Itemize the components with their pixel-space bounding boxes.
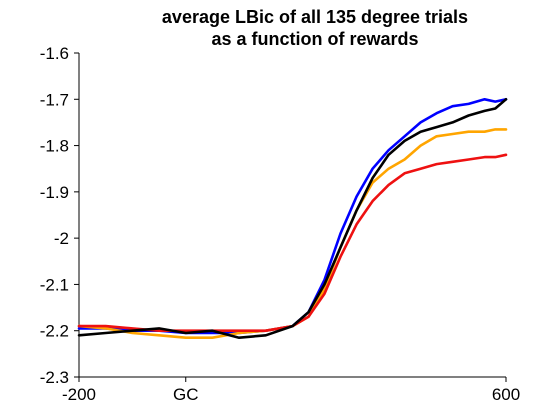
x-tick-label: -200 — [62, 385, 96, 404]
chart-title: average LBic of all 135 degree trials as… — [90, 6, 540, 50]
x-tick-label: GC — [173, 385, 199, 404]
y-tick-label: -1.9 — [40, 183, 69, 202]
chart-title-line-1: average LBic of all 135 degree trials — [161, 7, 469, 27]
y-tick-label: -2.3 — [40, 368, 69, 387]
y-tick-labels: -1.6 -1.7 -1.8 -1.9 -2 -2.1 -2.2 -2.3 — [40, 44, 69, 387]
series-line-3 — [77, 153, 508, 333]
y-tick-label: -1.8 — [40, 137, 69, 156]
y-tick-label: -2 — [54, 229, 69, 248]
series-line-2 — [77, 128, 508, 340]
chart-title-line-2: as a function of rewards — [211, 29, 419, 49]
axes — [74, 52, 507, 382]
x-tick-labels: -200 GC 600 — [62, 385, 520, 404]
y-tick-label: -2.2 — [40, 322, 69, 341]
y-tick-label: -2.1 — [40, 275, 69, 294]
y-tick-label: -1.7 — [40, 90, 69, 109]
y-tick-label: -1.6 — [40, 44, 69, 63]
series-lines — [77, 98, 508, 340]
x-tick-label: 600 — [492, 385, 520, 404]
series-line-4 — [77, 98, 508, 340]
